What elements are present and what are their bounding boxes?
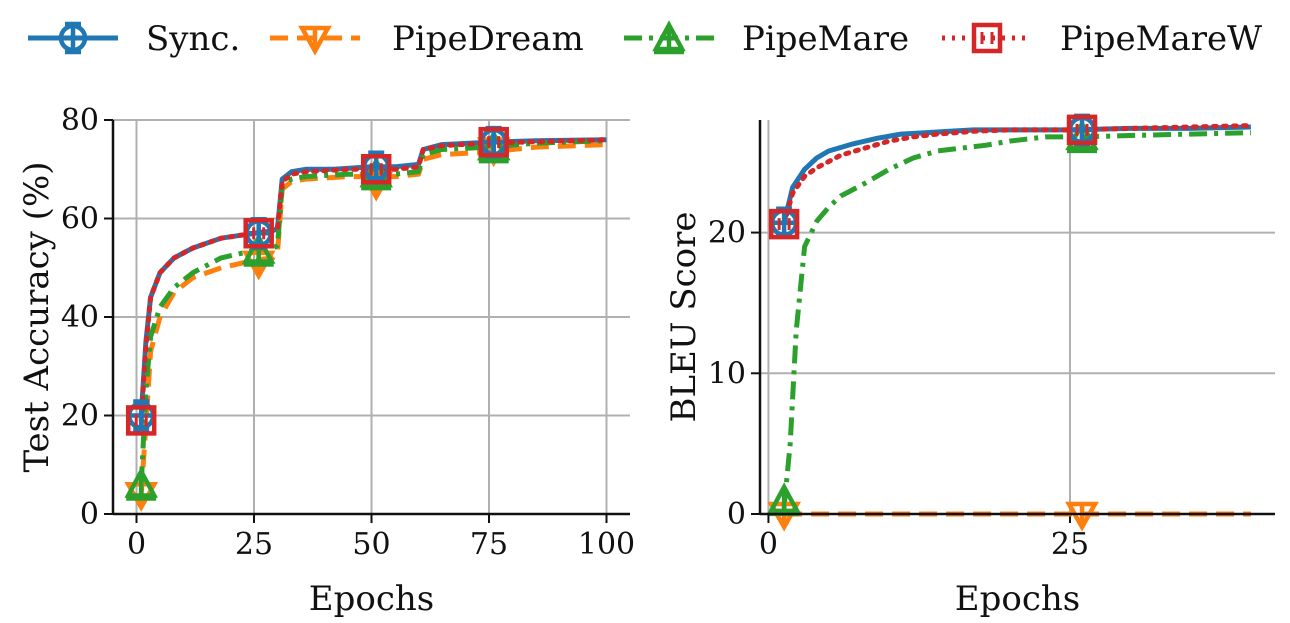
data-marker-pipemarew <box>243 218 274 249</box>
legend-label: PipeMare <box>742 19 909 59</box>
x-tick-label: 0 <box>127 527 146 562</box>
series-line-pipemare <box>781 130 1251 508</box>
legend-item-pipedream: PipeDream <box>270 19 584 59</box>
y-axis-label: Test Accuracy (%) <box>17 161 57 472</box>
grid <box>760 120 1275 515</box>
x-axis-label: Epochs <box>955 579 1080 619</box>
series-line-pipemarew <box>781 123 1254 227</box>
x-tick-label: 50 <box>352 527 390 562</box>
markers-group <box>124 125 511 512</box>
legend-marker-pipedream <box>298 25 332 56</box>
data-marker-pipemarew <box>125 405 157 436</box>
x-axis-label: Epochs <box>309 579 434 619</box>
y-tick-label: 10 <box>708 356 746 391</box>
y-tick-label: 40 <box>61 300 99 335</box>
bleu-chart: 0 10 20 0 25 Epochs BLEU Score <box>664 113 1275 619</box>
x-tick-label: 25 <box>235 527 273 562</box>
data-marker-sync <box>479 125 508 159</box>
legend: Sync. PipeDream PipeMare PipeMareW <box>28 19 1262 59</box>
legend-label: PipeMareW <box>1060 19 1262 59</box>
legend-label: Sync. <box>146 19 240 59</box>
x-tick-label: 0 <box>759 527 778 562</box>
y-tick-label: 0 <box>727 497 746 532</box>
legend-marker-pipemare <box>652 20 686 55</box>
y-tick-label: 80 <box>61 103 99 138</box>
data-marker-sync <box>1067 113 1097 147</box>
y-tick-label: 20 <box>61 399 99 434</box>
y-tick-label: 60 <box>61 202 99 237</box>
grid <box>113 119 630 515</box>
data-marker-pipemarew <box>768 208 800 240</box>
data-marker-sync <box>244 217 273 250</box>
series-group <box>781 123 1254 517</box>
series-line-sync <box>781 124 1251 224</box>
legend-label: PipeDream <box>392 19 584 59</box>
x-tick-label: 75 <box>470 527 508 562</box>
x-tick-label: 100 <box>578 527 635 562</box>
data-marker-pipemarew <box>478 126 509 158</box>
data-marker-pipemare <box>767 482 801 517</box>
legend-marker-sync <box>58 21 88 55</box>
data-marker-pipemare <box>124 466 158 501</box>
y-axis-label: BLEU Score <box>664 211 704 422</box>
markers-group <box>767 113 1099 532</box>
legend-marker-pipemarew <box>971 22 1003 54</box>
series-group <box>138 137 609 495</box>
legend-item-pipemarew: PipeMareW <box>942 19 1262 59</box>
y-tick-label: 0 <box>80 497 99 532</box>
legend-item-pipemare: PipeMare <box>624 19 909 59</box>
x-tick-label: 25 <box>1051 527 1089 562</box>
data-marker-pipemarew <box>1066 114 1098 146</box>
accuracy-chart: 0 20 40 60 80 0 25 50 75 100 Epochs Test Accuracy (… <box>17 103 635 619</box>
data-marker-pipemarew <box>360 154 392 185</box>
legend-item-sync: Sync. <box>28 19 240 59</box>
y-tick-label: 20 <box>708 216 746 251</box>
